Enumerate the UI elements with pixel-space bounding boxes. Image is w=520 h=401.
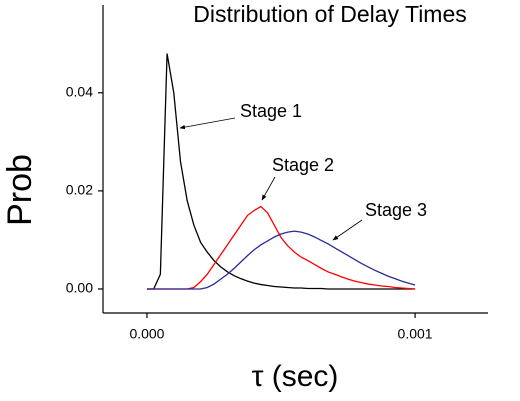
series-label: Stage 3 bbox=[365, 200, 427, 220]
series-label: Stage 2 bbox=[272, 155, 334, 175]
data-line bbox=[146, 205, 416, 290]
annotation-arrow bbox=[332, 219, 363, 241]
data-line bbox=[146, 230, 416, 290]
y-tick-label: 0.04 bbox=[66, 83, 93, 99]
y-tick-label: 0.00 bbox=[66, 280, 93, 296]
x-tick-label: 0.001 bbox=[398, 326, 433, 342]
data-line bbox=[146, 53, 416, 290]
y-tick-label: 0.02 bbox=[66, 182, 93, 198]
series-label: Stage 1 bbox=[240, 101, 302, 121]
x-axis-label: τ (sec) bbox=[252, 360, 339, 393]
chart-title: Distribution of Delay Times bbox=[193, 1, 467, 27]
annotation-arrow bbox=[179, 117, 236, 130]
x-tick-label: 0.000 bbox=[129, 326, 164, 342]
y-axis-label: Prob bbox=[1, 154, 39, 226]
annotation-arrow bbox=[261, 176, 276, 201]
